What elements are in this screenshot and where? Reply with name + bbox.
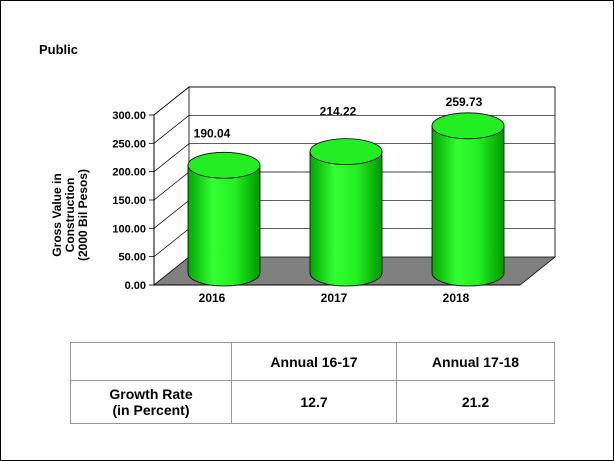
table-value-cell: 12.7 (231, 380, 397, 424)
table-row: Growth Rate (in Percent) 12.7 21.2 (70, 380, 555, 424)
bar-body (431, 125, 505, 287)
bars (187, 112, 505, 287)
row-label-line: Growth Rate (109, 386, 193, 402)
grid-line (153, 86, 555, 116)
y-tick-label: 150.00 (112, 195, 146, 207)
grid-line (153, 114, 555, 144)
y-tick-label: 300.00 (112, 110, 146, 122)
labels: 0.00 50.00 100.00 150.00 200.00 250.00 300.00 1… (112, 95, 482, 305)
y-tick-label: 200.00 (112, 167, 146, 179)
data-label: 259.73 (446, 95, 483, 109)
y-tick-label: 100.00 (112, 223, 146, 235)
bar-body (187, 164, 261, 287)
table-value-cell: 21.2 (396, 380, 555, 424)
table-header-cell (70, 342, 232, 381)
growth-rate-table: Annual 16-17 Annual 17-18 Growth Rate (i… (70, 342, 555, 424)
panel-title: Public (39, 42, 79, 57)
x-tick-label: 2017 (321, 291, 348, 305)
y-axis-label-line: Gross Value in (50, 173, 64, 256)
bar-top (309, 138, 383, 166)
y-axis-label-line: (2000 Bil Pesos) (76, 169, 90, 261)
y-axis-label-line: Construction (63, 178, 77, 253)
bar (309, 138, 383, 287)
table-header-row: Annual 16-17 Annual 17-18 (70, 342, 555, 381)
bar-top (187, 151, 261, 179)
y-tick-label: 0.00 (125, 280, 146, 292)
table-header-cell: Annual 16-17 (231, 342, 397, 381)
row-label-cell: Growth Rate (in Percent) (70, 380, 232, 424)
row-label-line: (in Percent) (112, 402, 190, 418)
bar (431, 112, 505, 287)
bar (187, 151, 261, 287)
x-tick-label: 2016 (199, 291, 226, 305)
bar-top (431, 112, 505, 140)
table-header-cell: Annual 17-18 (396, 342, 555, 381)
data-label: 190.04 (194, 126, 231, 140)
y-tick-label: 250.00 (112, 138, 146, 150)
bar-body (309, 151, 383, 287)
x-tick-label: 2018 (443, 291, 470, 305)
y-axis-label: Gross Value inConstruction(2000 Bil Peso… (50, 169, 90, 261)
data-label: 214.22 (320, 105, 357, 119)
y-tick-label: 50.00 (118, 252, 146, 264)
